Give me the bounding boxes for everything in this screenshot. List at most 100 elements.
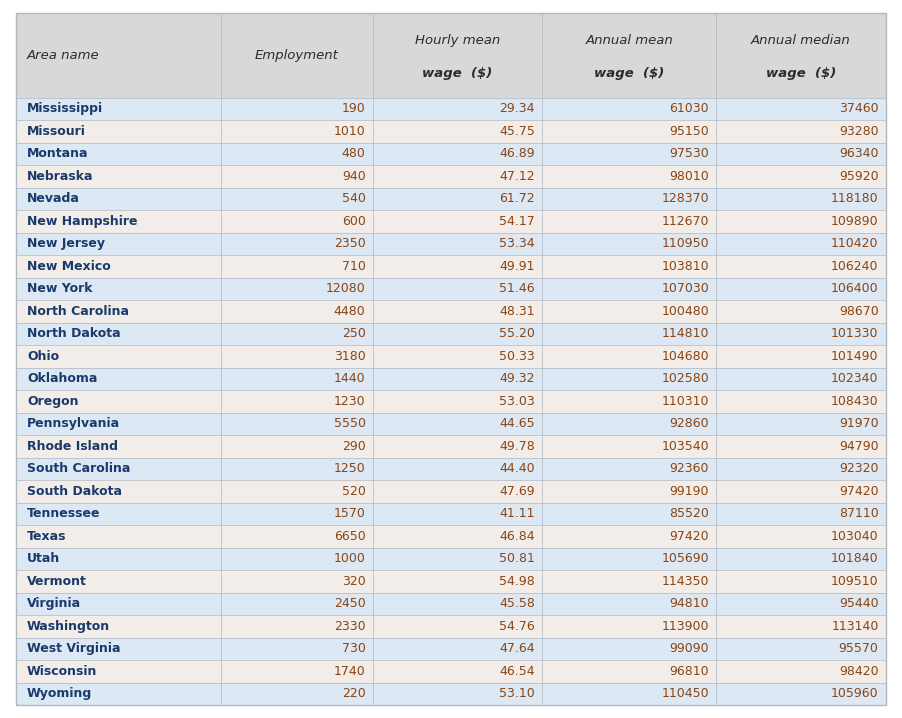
Text: 92320: 92320 — [839, 462, 879, 475]
Text: West Virginia: West Virginia — [27, 643, 121, 656]
Text: South Dakota: South Dakota — [27, 485, 122, 498]
Text: 29.34: 29.34 — [500, 103, 535, 116]
Bar — [16, 322, 886, 345]
Text: 110420: 110420 — [831, 238, 879, 251]
Text: 54.98: 54.98 — [500, 575, 535, 588]
Text: 520: 520 — [342, 485, 365, 498]
Bar — [16, 165, 886, 187]
Text: 106400: 106400 — [831, 282, 879, 295]
Text: Hourly mean: Hourly mean — [415, 34, 500, 47]
Text: 44.65: 44.65 — [500, 417, 535, 430]
Text: 250: 250 — [342, 327, 365, 340]
Text: 1230: 1230 — [334, 395, 365, 408]
Text: 100480: 100480 — [661, 305, 709, 318]
Text: 48.31: 48.31 — [500, 305, 535, 318]
Text: 290: 290 — [342, 440, 365, 453]
Text: 3180: 3180 — [334, 350, 365, 363]
Text: 190: 190 — [342, 103, 365, 116]
Bar — [16, 345, 886, 368]
Text: 110950: 110950 — [661, 238, 709, 251]
Text: Missouri: Missouri — [27, 125, 86, 138]
Bar — [16, 98, 886, 120]
Text: 1250: 1250 — [334, 462, 365, 475]
Text: Nebraska: Nebraska — [27, 170, 94, 183]
Text: 45.58: 45.58 — [499, 597, 535, 610]
Bar — [16, 300, 886, 322]
Text: 105690: 105690 — [661, 552, 709, 565]
Text: Annual mean: Annual mean — [585, 34, 673, 47]
Text: New York: New York — [27, 282, 93, 295]
Text: 540: 540 — [342, 192, 365, 205]
Bar — [16, 413, 886, 435]
Text: 96340: 96340 — [839, 147, 879, 160]
Text: 98010: 98010 — [669, 170, 709, 183]
Text: 46.84: 46.84 — [500, 530, 535, 543]
Text: 92860: 92860 — [669, 417, 709, 430]
Bar — [16, 233, 886, 255]
Bar — [16, 143, 886, 165]
Text: Montana: Montana — [27, 147, 88, 160]
Bar — [16, 457, 886, 480]
Text: 730: 730 — [342, 643, 365, 656]
Bar — [16, 13, 886, 98]
Text: 47.69: 47.69 — [500, 485, 535, 498]
Text: 44.40: 44.40 — [500, 462, 535, 475]
Text: 12080: 12080 — [326, 282, 365, 295]
Text: 1440: 1440 — [334, 373, 365, 386]
Text: Employment: Employment — [254, 49, 338, 62]
Text: 45.75: 45.75 — [499, 125, 535, 138]
Bar — [16, 480, 886, 503]
Text: 92360: 92360 — [669, 462, 709, 475]
Text: 1010: 1010 — [334, 125, 365, 138]
Text: 109890: 109890 — [831, 215, 879, 228]
Text: 2450: 2450 — [334, 597, 365, 610]
Text: 1740: 1740 — [334, 665, 365, 678]
Text: 710: 710 — [342, 260, 365, 273]
Text: 102580: 102580 — [661, 373, 709, 386]
Text: 320: 320 — [342, 575, 365, 588]
Bar — [16, 548, 886, 570]
Bar — [16, 390, 886, 413]
Text: Pennsylvania: Pennsylvania — [27, 417, 120, 430]
Text: 46.89: 46.89 — [500, 147, 535, 160]
Text: 41.11: 41.11 — [500, 508, 535, 521]
Text: 114350: 114350 — [661, 575, 709, 588]
Bar — [16, 615, 886, 638]
Text: 37460: 37460 — [839, 103, 879, 116]
Text: New Jersey: New Jersey — [27, 238, 105, 251]
Text: Ohio: Ohio — [27, 350, 60, 363]
Text: 54.76: 54.76 — [500, 620, 535, 633]
Text: 46.54: 46.54 — [500, 665, 535, 678]
Text: 2350: 2350 — [334, 238, 365, 251]
Text: Virginia: Virginia — [27, 597, 81, 610]
Text: wage  ($): wage ($) — [422, 67, 492, 80]
Text: 97420: 97420 — [839, 485, 879, 498]
Bar — [16, 120, 886, 143]
Text: 50.33: 50.33 — [500, 350, 535, 363]
Text: 104680: 104680 — [661, 350, 709, 363]
Text: 108430: 108430 — [831, 395, 879, 408]
Text: 95570: 95570 — [839, 643, 879, 656]
Text: 93280: 93280 — [839, 125, 879, 138]
Text: 99090: 99090 — [669, 643, 709, 656]
Text: 53.03: 53.03 — [500, 395, 535, 408]
Text: 95440: 95440 — [839, 597, 879, 610]
Text: wage  ($): wage ($) — [594, 67, 665, 80]
Text: Nevada: Nevada — [27, 192, 80, 205]
Text: Rhode Island: Rhode Island — [27, 440, 118, 453]
Text: 101490: 101490 — [831, 350, 879, 363]
Text: 118180: 118180 — [831, 192, 879, 205]
Text: 94790: 94790 — [839, 440, 879, 453]
Text: 49.32: 49.32 — [500, 373, 535, 386]
Text: Tennessee: Tennessee — [27, 508, 100, 521]
Bar — [16, 187, 886, 210]
Text: 99190: 99190 — [669, 485, 709, 498]
Text: 95920: 95920 — [839, 170, 879, 183]
Text: 113900: 113900 — [661, 620, 709, 633]
Text: 107030: 107030 — [661, 282, 709, 295]
Text: 50.81: 50.81 — [499, 552, 535, 565]
Text: 91970: 91970 — [839, 417, 879, 430]
Text: New Mexico: New Mexico — [27, 260, 111, 273]
Text: 49.78: 49.78 — [500, 440, 535, 453]
Text: 98670: 98670 — [839, 305, 879, 318]
